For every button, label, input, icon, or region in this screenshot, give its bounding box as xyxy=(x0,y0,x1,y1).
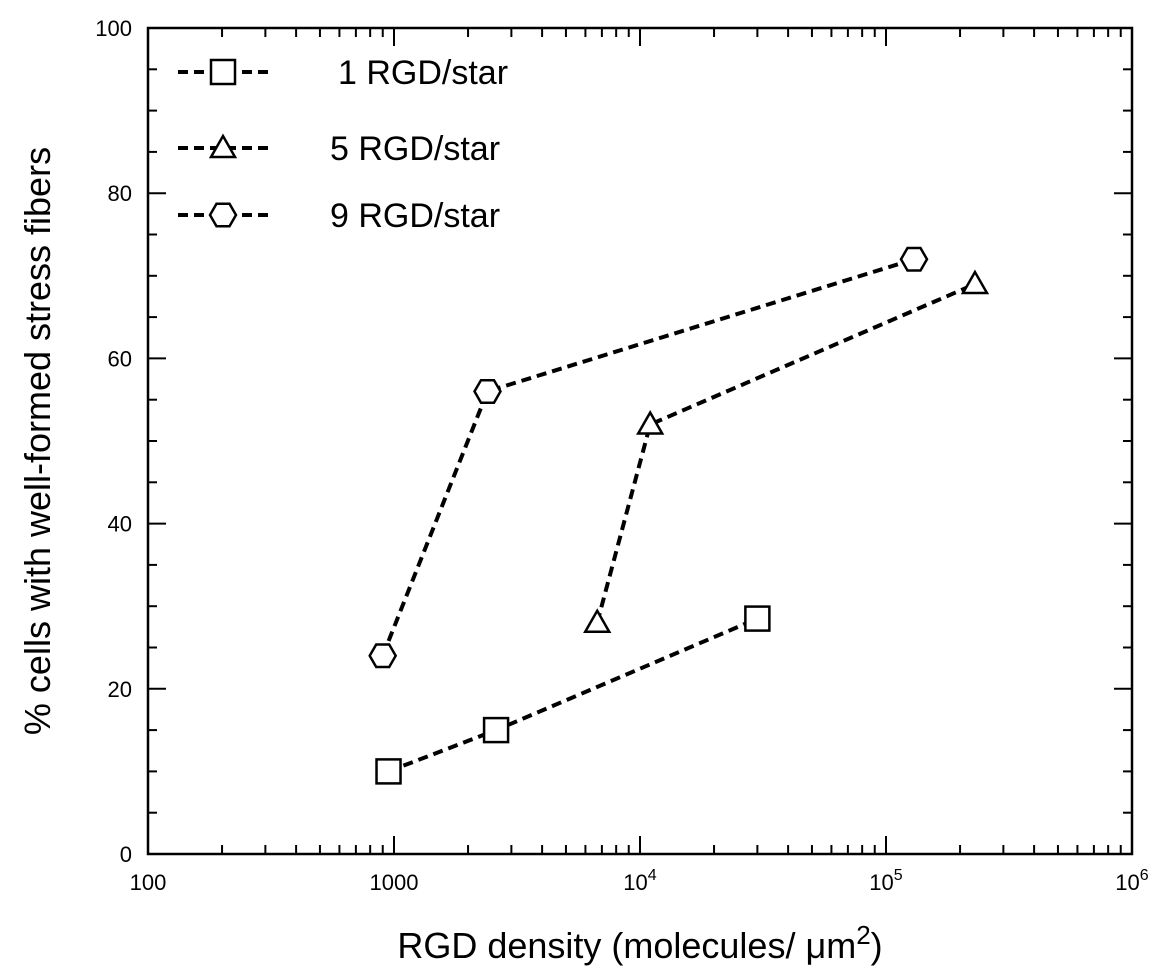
axis-ticks xyxy=(148,28,1132,854)
y-tick-label: 60 xyxy=(108,346,132,371)
plot-frame xyxy=(146,26,1134,856)
y-tick-label: 0 xyxy=(120,842,132,867)
x-axis-title-sup: 2 xyxy=(856,920,870,950)
y-axis-title: % cells with well-formed stress fibers xyxy=(17,147,58,735)
x-axis-title-end: ) xyxy=(871,925,883,966)
y-tick-label: 40 xyxy=(108,512,132,537)
x-tick-label: 100 xyxy=(130,870,167,895)
data-point-square xyxy=(744,605,771,632)
data-point-square xyxy=(375,758,402,785)
legend-marker-square xyxy=(209,58,237,86)
x-axis-title: RGD density (molecules/ μm2) xyxy=(397,920,882,966)
legend-label: 5 RGD/star xyxy=(330,130,500,168)
series-line-square xyxy=(387,616,759,774)
x-tick-labels: 100 1000 104 105 106 xyxy=(130,867,1149,895)
legend: 1 RGD/star 5 RGD/star 9 RGD/star xyxy=(178,54,508,235)
legend-marker-triangle xyxy=(208,133,238,159)
data-point-hexagon xyxy=(899,246,929,272)
data-point-triangle xyxy=(636,409,665,435)
x-tick-label: 104 xyxy=(623,867,656,895)
x-axis-title-main: RGD density (molecules/ μm xyxy=(397,925,856,966)
legend-label: 1 RGD/star xyxy=(338,54,508,92)
x-tick-label: 105 xyxy=(869,867,902,895)
data-point-triangle xyxy=(583,608,612,633)
y-tick-label: 100 xyxy=(95,16,132,41)
legend-marker-hexagon xyxy=(208,202,238,228)
data-point-hexagon xyxy=(473,378,502,404)
y-tick-label: 80 xyxy=(108,181,132,206)
y-tick-labels: 0 20 40 60 80 100 xyxy=(95,16,132,867)
data-point-triangle xyxy=(960,269,990,295)
series-layer xyxy=(368,246,990,785)
y-tick-label: 20 xyxy=(108,677,132,702)
series-line-hexagon xyxy=(380,257,915,657)
legend-label: 9 RGD/star xyxy=(330,197,500,235)
data-point-hexagon xyxy=(368,643,398,669)
series-line-triangle xyxy=(595,282,976,624)
data-point-square xyxy=(482,716,510,744)
x-tick-label: 1000 xyxy=(370,870,419,895)
x-tick-label: 106 xyxy=(1115,867,1148,895)
